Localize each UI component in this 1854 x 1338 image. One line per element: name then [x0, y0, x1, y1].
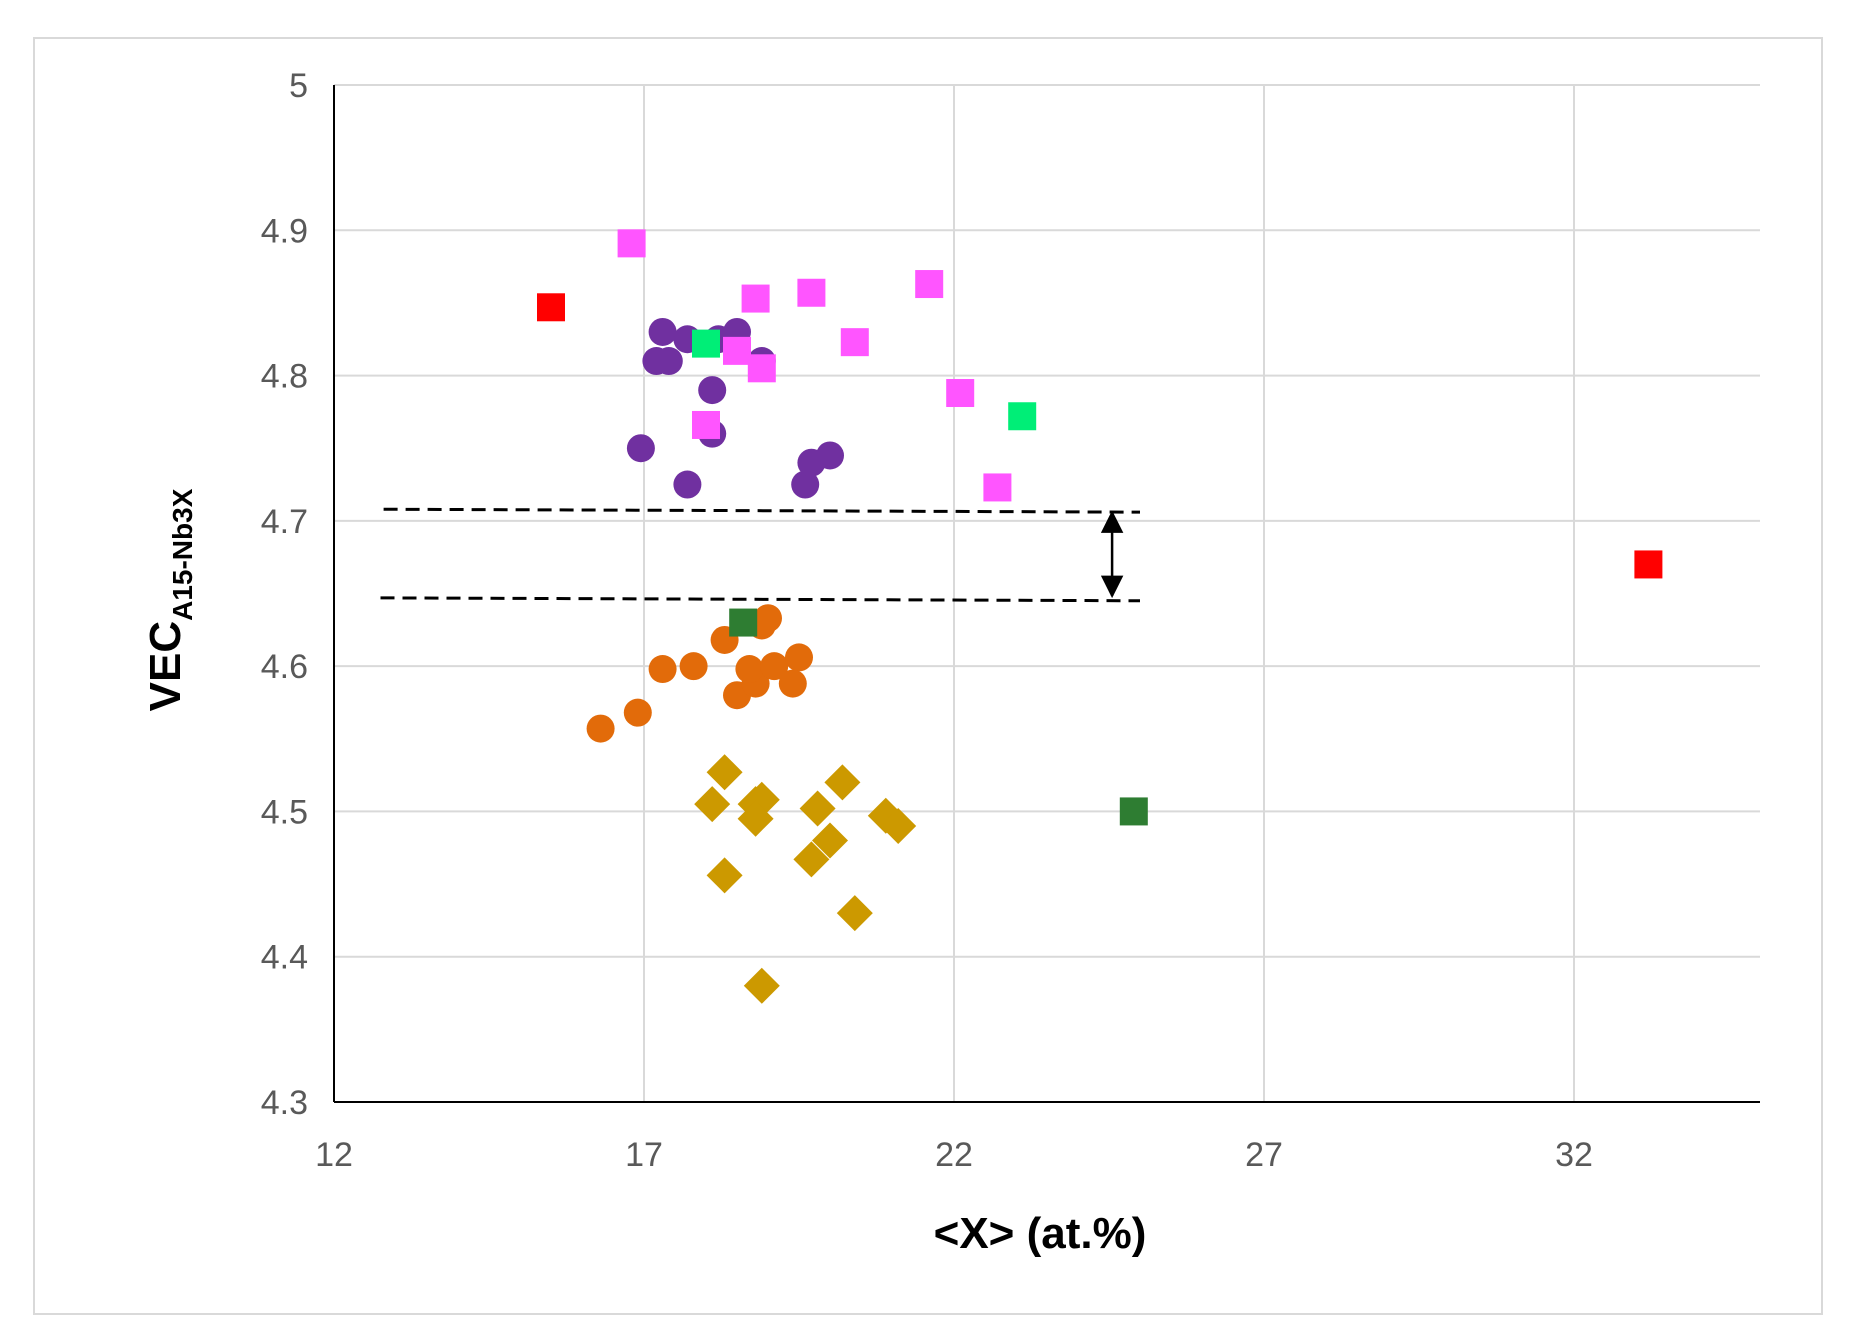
- dark-green-squares-point: [729, 608, 758, 637]
- y-axis-title-subscript: A15-Nb3X: [167, 488, 198, 621]
- gold-diamonds-point: [743, 967, 780, 1004]
- orange-circles-point: [648, 655, 677, 684]
- upper-dashed-line: [383, 507, 1141, 514]
- bright-green-squares-point: [692, 329, 720, 358]
- x-tick-label: 32: [1555, 1136, 1593, 1174]
- magenta-squares-point: [840, 328, 869, 357]
- purple-circles-point: [816, 441, 844, 470]
- x-tick-label: 27: [1245, 1136, 1283, 1174]
- orange-circles-point: [754, 604, 782, 633]
- y-tick-label: 4.3: [261, 1084, 308, 1122]
- tick-labels: 4.3 4.4 4.5 4.6 4.7 4.8 4.9 5 12 17 22 27 32: [261, 67, 1593, 1174]
- gold-diamonds-point: [694, 786, 731, 823]
- y-tick-label: 4.8: [261, 358, 308, 396]
- gold-diamonds-point: [880, 807, 917, 844]
- gold-diamonds-point: [737, 800, 774, 837]
- gold-diamonds-point: [824, 764, 861, 801]
- y-axis-title: VECA15-Nb3X: [141, 488, 198, 711]
- bright-green-squares-point: [1008, 402, 1037, 431]
- y-tick-label: 4.7: [261, 503, 308, 541]
- reference-lines: [380, 507, 1141, 603]
- gridlines: [334, 84, 1760, 1102]
- gold-diamonds-point: [812, 822, 848, 859]
- magenta-squares-point: [741, 284, 770, 313]
- data-points: [537, 229, 1663, 1004]
- orange-circles-point: [785, 643, 813, 672]
- magenta-squares-point: [915, 270, 944, 299]
- lower-dashed-line: [380, 596, 1141, 603]
- magenta-squares-point: [797, 278, 826, 307]
- orange-circles-point: [623, 698, 652, 727]
- orange-circles-point: [586, 714, 615, 743]
- gold-diamonds-point: [706, 754, 743, 791]
- y-axis-title-main: VEC: [141, 621, 190, 711]
- gold-diamonds-point: [799, 790, 836, 827]
- x-tick-label: 17: [625, 1136, 663, 1174]
- red-squares-point: [537, 293, 565, 322]
- axes: [333, 85, 1760, 1103]
- gold-diamonds-point: [836, 895, 873, 932]
- x-tick-label: 22: [935, 1136, 973, 1174]
- gold-diamonds-point: [793, 841, 830, 878]
- orange-circles-point: [778, 669, 807, 698]
- red-squares-point: [1634, 550, 1663, 579]
- purple-circles-point: [673, 470, 702, 499]
- gold-diamonds-point: [706, 857, 743, 894]
- dark-green-squares-point: [1119, 797, 1148, 826]
- purple-circles-point: [626, 434, 655, 463]
- y-tick-label: 5: [289, 67, 308, 105]
- purple-circles-point: [648, 317, 677, 346]
- magenta-squares-point: [747, 354, 776, 383]
- orange-circles-point: [679, 652, 708, 681]
- x-tick-label: 12: [315, 1136, 353, 1174]
- y-tick-label: 4.4: [261, 939, 308, 977]
- magenta-squares-point: [983, 473, 1012, 502]
- magenta-squares-point: [723, 336, 751, 365]
- y-tick-label: 4.9: [261, 212, 308, 250]
- y-tick-label: 4.5: [261, 793, 308, 831]
- purple-circles-point: [791, 470, 820, 499]
- magenta-squares-point: [946, 379, 975, 408]
- purple-circles-point: [654, 347, 683, 376]
- purple-circles-point: [698, 376, 727, 405]
- magenta-squares-point: [692, 410, 720, 439]
- orange-circles-point: [735, 655, 764, 684]
- y-tick-label: 4.6: [261, 648, 308, 686]
- orange-circles-point: [760, 652, 789, 681]
- x-axis-title: <X> (at.%): [934, 1209, 1147, 1258]
- magenta-squares-point: [617, 229, 646, 258]
